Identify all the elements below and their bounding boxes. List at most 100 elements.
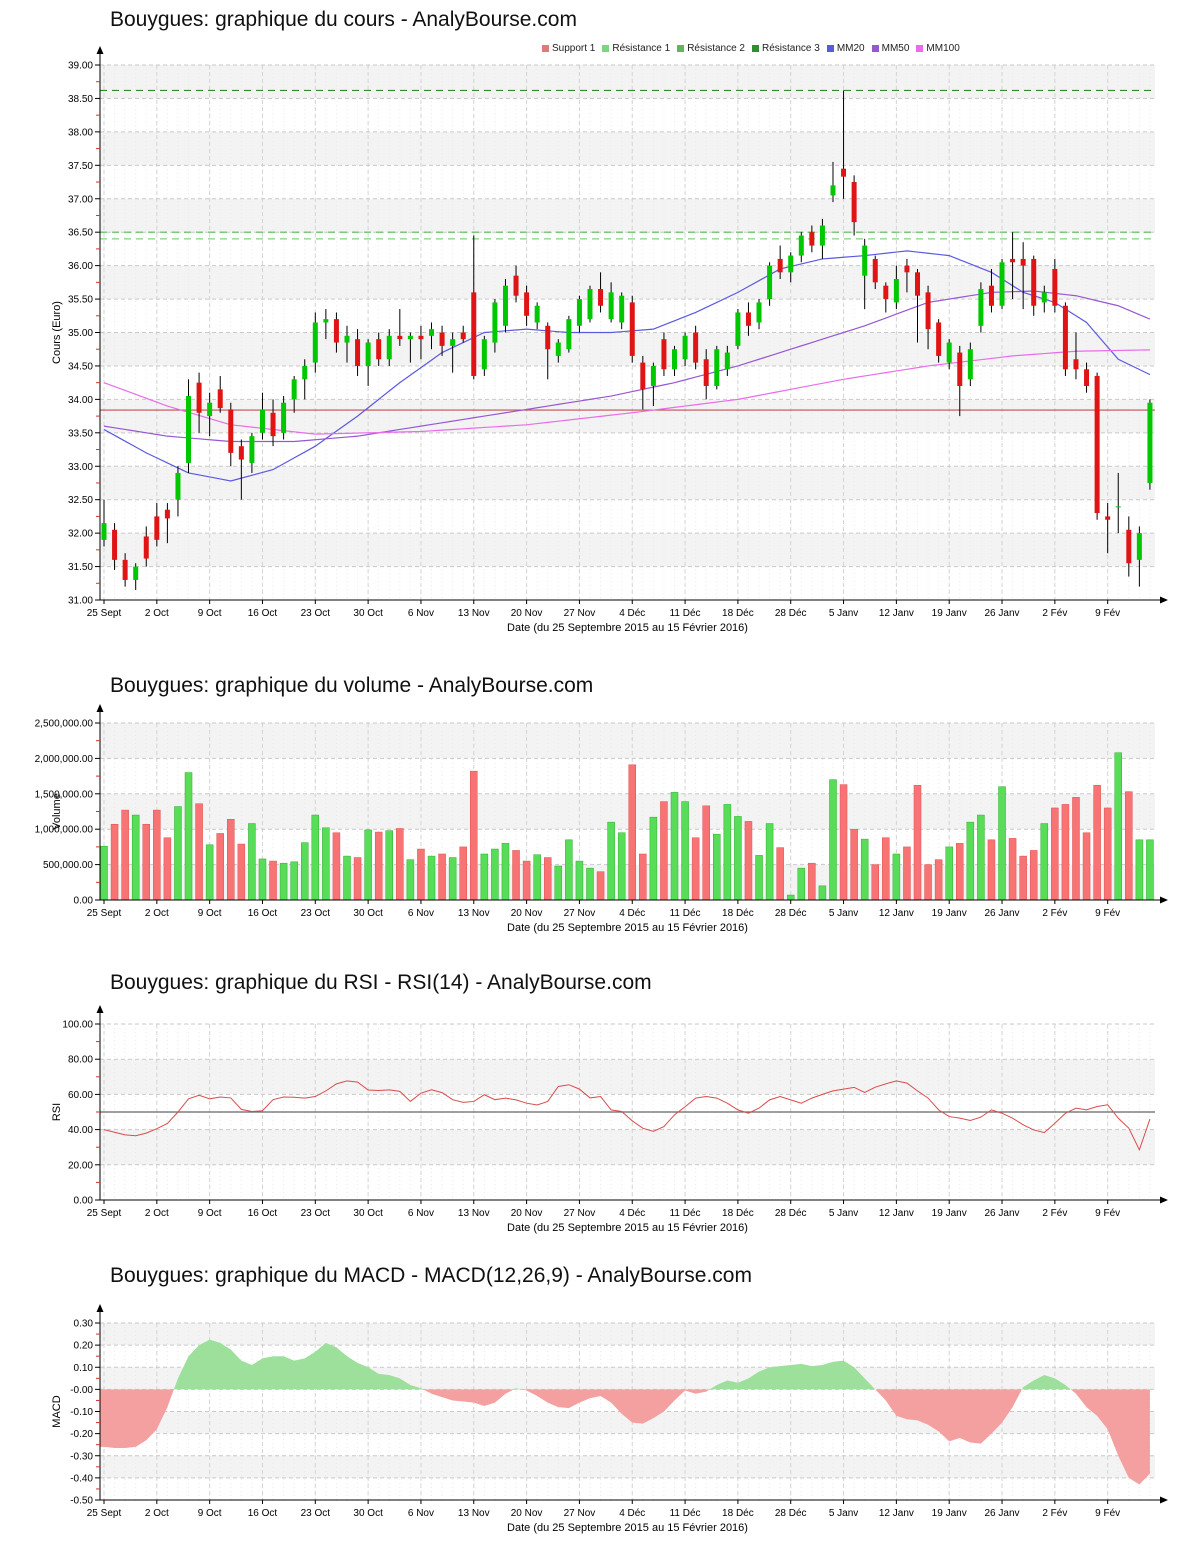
svg-text:2 Oct: 2 Oct	[145, 1208, 169, 1219]
svg-text:28 Déc: 28 Déc	[775, 1508, 807, 1519]
svg-text:2 Oct: 2 Oct	[145, 1508, 169, 1519]
svg-text:5 Janv: 5 Janv	[829, 1208, 858, 1219]
svg-text:13 Nov: 13 Nov	[458, 908, 490, 919]
svg-text:Date (du 25 Septembre 2015 au: Date (du 25 Septembre 2015 au 15 Février…	[507, 1522, 748, 1534]
svg-text:4 Déc: 4 Déc	[619, 908, 645, 919]
svg-text:11 Déc: 11 Déc	[670, 608, 701, 619]
svg-text:-0.10: -0.10	[70, 1407, 93, 1418]
svg-text:25 Sept: 25 Sept	[87, 608, 122, 619]
svg-text:30 Oct: 30 Oct	[353, 908, 383, 919]
svg-text:0.00: 0.00	[74, 1196, 94, 1207]
svg-text:25 Sept: 25 Sept	[87, 1508, 122, 1519]
svg-text:4 Déc: 4 Déc	[619, 1508, 645, 1519]
svg-text:2,500,000.00: 2,500,000.00	[35, 719, 94, 730]
svg-text:9 Fév: 9 Fév	[1095, 608, 1120, 619]
svg-text:9 Oct: 9 Oct	[198, 1208, 222, 1219]
svg-text:6 Nov: 6 Nov	[408, 608, 434, 619]
svg-text:9 Fév: 9 Fév	[1095, 908, 1120, 919]
svg-text:38.00: 38.00	[68, 127, 93, 138]
svg-text:20 Nov: 20 Nov	[511, 1208, 543, 1219]
resistance1-swatch-icon	[602, 45, 610, 52]
svg-text:36.00: 36.00	[68, 261, 93, 272]
svg-text:9 Fév: 9 Fév	[1095, 1208, 1120, 1219]
svg-text:9 Oct: 9 Oct	[198, 608, 222, 619]
svg-text:19 Janv: 19 Janv	[932, 1208, 967, 1219]
mm50-swatch-icon	[871, 45, 879, 52]
svg-text:-0.40: -0.40	[70, 1473, 93, 1484]
svg-text:30 Oct: 30 Oct	[353, 1508, 383, 1519]
svg-text:20 Nov: 20 Nov	[511, 1508, 543, 1519]
svg-text:18 Déc: 18 Déc	[722, 608, 754, 619]
rsi-chart-title: Bouygues: graphique du RSI - RSI(14) - A…	[110, 971, 652, 994]
svg-text:37.00: 37.00	[68, 194, 93, 205]
svg-text:35.00: 35.00	[68, 328, 93, 339]
svg-text:31.50: 31.50	[68, 562, 93, 573]
svg-text:34.00: 34.00	[68, 395, 93, 406]
svg-text:Date (du 25 Septembre 2015 au: Date (du 25 Septembre 2015 au 15 Février…	[507, 922, 748, 934]
svg-text:4 Déc: 4 Déc	[619, 1208, 645, 1219]
svg-text:11 Déc: 11 Déc	[670, 1208, 701, 1219]
svg-text:26 Janv: 26 Janv	[985, 1208, 1020, 1219]
svg-text:30 Oct: 30 Oct	[353, 608, 383, 619]
svg-text:5 Janv: 5 Janv	[829, 908, 858, 919]
svg-text:RSI: RSI	[51, 1103, 63, 1121]
svg-text:18 Déc: 18 Déc	[722, 1508, 754, 1519]
svg-text:19 Janv: 19 Janv	[932, 608, 967, 619]
svg-text:40.00: 40.00	[68, 1125, 93, 1136]
svg-text:34.50: 34.50	[68, 361, 93, 372]
svg-text:Volume: Volume	[51, 793, 63, 830]
svg-text:18 Déc: 18 Déc	[722, 1208, 754, 1219]
legend-item-resistance3: Résistance 3	[752, 43, 820, 54]
svg-text:19 Janv: 19 Janv	[932, 908, 967, 919]
svg-text:32.00: 32.00	[68, 529, 93, 540]
svg-text:2 Fév: 2 Fév	[1042, 908, 1067, 919]
svg-text:Date (du 25 Septembre 2015 au: Date (du 25 Septembre 2015 au 15 Février…	[507, 1222, 748, 1234]
svg-text:19 Janv: 19 Janv	[932, 1508, 967, 1519]
svg-text:1,000,000.00: 1,000,000.00	[35, 825, 94, 836]
support1-swatch-icon	[542, 45, 549, 52]
svg-text:31.00: 31.00	[68, 596, 93, 607]
svg-text:6 Nov: 6 Nov	[408, 1508, 434, 1519]
macd-chart-title: Bouygues: graphique du MACD - MACD(12,26…	[110, 1264, 752, 1287]
svg-text:20.00: 20.00	[68, 1160, 93, 1171]
svg-text:12 Janv: 12 Janv	[879, 1208, 914, 1219]
mm20-swatch-icon	[826, 45, 834, 52]
mm100-swatch-icon	[916, 45, 924, 52]
svg-text:32.50: 32.50	[68, 495, 93, 506]
svg-text:30 Oct: 30 Oct	[353, 1208, 383, 1219]
legend-item-resistance1: Résistance 1	[602, 43, 670, 54]
svg-text:0.10: 0.10	[74, 1363, 94, 1374]
svg-text:2,000,000.00: 2,000,000.00	[35, 754, 94, 765]
svg-text:-0.30: -0.30	[70, 1451, 93, 1462]
svg-text:28 Déc: 28 Déc	[775, 608, 807, 619]
price-chart-legend: Support 1 Résistance 1 Résistance 2 Rési…	[542, 43, 960, 54]
legend-item-mm50: MM50	[871, 43, 909, 54]
volume-chart-canvas: 2,500,000.00 2,000,000.00 1,500,000.00 1,00…	[35, 704, 1168, 934]
svg-text:25 Sept: 25 Sept	[87, 1208, 122, 1219]
svg-text:37.50: 37.50	[68, 161, 93, 172]
svg-text:27 Nov: 27 Nov	[564, 1208, 596, 1219]
legend-item-mm20: MM20	[826, 43, 865, 54]
legend-item-resistance2: Résistance 2	[677, 43, 745, 54]
svg-text:36.50: 36.50	[68, 228, 93, 239]
svg-text:2 Oct: 2 Oct	[145, 908, 169, 919]
svg-text:33.50: 33.50	[68, 428, 93, 439]
svg-text:2 Fév: 2 Fév	[1042, 1208, 1067, 1219]
price-chart-title: Bouygues: graphique du cours - AnalyBour…	[110, 8, 577, 31]
svg-text:6 Nov: 6 Nov	[408, 1208, 434, 1219]
svg-text:11 Déc: 11 Déc	[670, 1508, 701, 1519]
svg-text:38.50: 38.50	[68, 94, 93, 105]
svg-text:9 Fév: 9 Fév	[1095, 1508, 1120, 1519]
svg-text:18 Déc: 18 Déc	[722, 908, 754, 919]
svg-text:2 Oct: 2 Oct	[145, 608, 169, 619]
svg-text:60.00: 60.00	[68, 1090, 93, 1101]
svg-text:27 Nov: 27 Nov	[564, 908, 596, 919]
svg-text:23 Oct: 23 Oct	[301, 608, 331, 619]
macd-chart-canvas: 0.30 0.20 0.10 -0.00 -0.10 -0.20 -0.30 -0.40 -0.…	[51, 1304, 1168, 1534]
svg-text:26 Janv: 26 Janv	[985, 608, 1020, 619]
svg-text:500,000.00: 500,000.00	[43, 860, 93, 871]
svg-text:26 Janv: 26 Janv	[985, 908, 1020, 919]
svg-text:27 Nov: 27 Nov	[564, 608, 596, 619]
legend-item-support1: Support 1	[542, 43, 595, 54]
